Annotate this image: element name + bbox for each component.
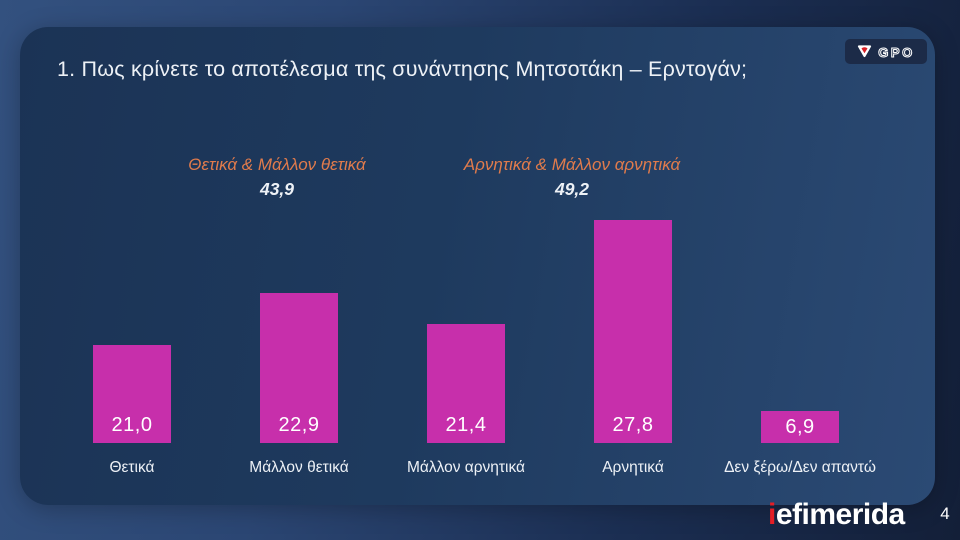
- category-label: Θετικά: [109, 459, 155, 476]
- group-summary-positive-label: Θετικά & Μάλλον θετικά: [188, 155, 366, 174]
- bar-mallon-arnitika: 21,4: [427, 324, 505, 443]
- gpo-logo: GPO: [845, 39, 927, 64]
- bar-den-xero: 6,9: [761, 411, 839, 443]
- bar-value-label: 22,9: [278, 414, 320, 436]
- category-label: Δεν ξέρω/Δεν απαντώ: [724, 459, 876, 476]
- group-summary-positive: Θετικά & Μάλλον θετικά 43,9: [127, 155, 427, 200]
- bar-thetika: 21,0: [93, 345, 171, 443]
- iefimerida-logo-i: i: [768, 498, 776, 531]
- slide-title: 1. Πως κρίνετε το αποτέλεσμα της συνάντη…: [57, 57, 748, 81]
- category-label: Μάλλον θετικά: [249, 459, 349, 476]
- category-label: Μάλλον αρνητικά: [406, 459, 526, 476]
- group-summary-negative-value: 49,2: [554, 179, 590, 199]
- page-number: 4: [940, 504, 950, 523]
- bar-arnitika: 27,8: [594, 220, 672, 443]
- bar-value-label: 27,8: [612, 414, 654, 436]
- group-summary-positive-value: 43,9: [259, 179, 295, 199]
- bar-value-label: 21,4: [445, 414, 487, 436]
- category-label: Αρνητικά: [602, 459, 664, 476]
- bar-value-label: 21,0: [111, 414, 153, 436]
- gpo-logo-text: GPO: [878, 44, 915, 60]
- iefimerida-logo: iefimerida: [768, 500, 905, 530]
- gpo-check-badge-icon: [857, 45, 872, 58]
- group-summary-negative-label: Αρνητικά & Μάλλον αρνητικά: [463, 155, 681, 174]
- bar-value-label: 6,9: [785, 416, 815, 438]
- bar-mallon-thetika: 22,9: [260, 293, 338, 443]
- group-summary-negative: Αρνητικά & Μάλλον αρνητικά 49,2: [412, 155, 732, 200]
- iefimerida-logo-rest: efimerida: [775, 498, 905, 531]
